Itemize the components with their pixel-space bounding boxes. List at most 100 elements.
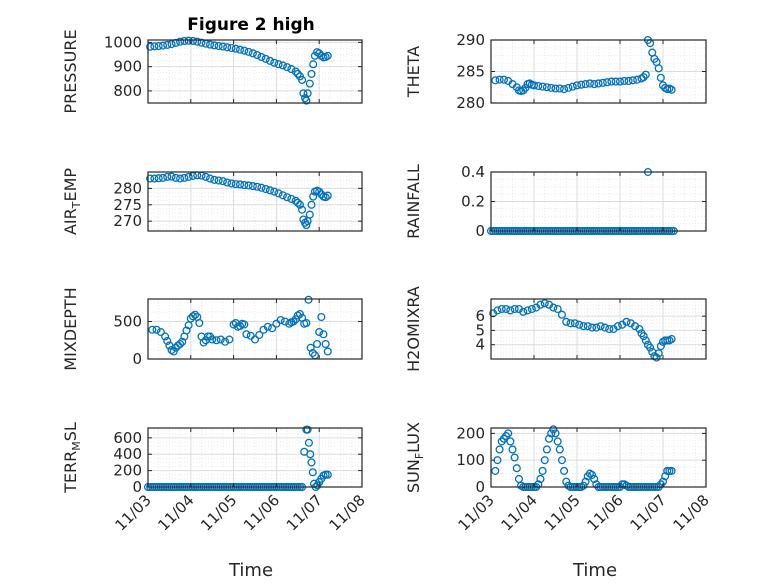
data-point-h2omixra [587, 323, 597, 332]
data-point-theta [542, 83, 551, 92]
data-point-h2omixra [497, 304, 506, 314]
data-point-mixdepth [220, 337, 230, 346]
data-point-pressure [305, 79, 314, 88]
data-point-mixdepth [208, 335, 217, 344]
data-point-pressure [235, 45, 245, 54]
data-point-mixdepth [317, 312, 326, 322]
data-point-air_temp [214, 176, 223, 185]
data-point-h2omixra [622, 317, 631, 326]
data-point-pressure [163, 40, 172, 49]
data-point-pressure [184, 36, 193, 45]
panel-rainfall: 0 0.2 0.4 RAINFALL [404, 163, 707, 240]
data-point-air_temp [158, 173, 168, 182]
panel-pressure: 800 900 1000 PRESSURE [61, 29, 363, 114]
data-point-air_temp [180, 173, 189, 182]
data-point-sun_flux [506, 437, 515, 446]
data-point-sun_flux [579, 481, 588, 490]
x-axis-label-right: Time [572, 560, 617, 581]
axes-box [490, 427, 707, 488]
data-point-air_temp [283, 193, 292, 202]
data-point-air_temp [227, 179, 236, 188]
y-tick-label: 285 [456, 63, 485, 81]
data-point-sun_flux [512, 464, 521, 473]
y-tick-label: 200 [113, 462, 142, 480]
data-point-theta [615, 77, 625, 86]
data-point-air_temp [305, 210, 314, 219]
data-point-theta [538, 82, 547, 91]
data-point-theta [611, 77, 620, 86]
y-tick-label: 5 [475, 321, 485, 339]
y-axis-label-rainfall: RAINFALL [404, 164, 423, 239]
data-point-sun_flux [544, 434, 554, 443]
data-point-pressure [231, 44, 240, 53]
data-point-sun_flux [555, 445, 564, 454]
data-point-terr_msl [308, 468, 317, 477]
data-point-sun_flux [587, 470, 597, 479]
data-point-mixdepth [199, 338, 208, 347]
data-point-sun_flux [542, 445, 551, 454]
data-point-sun_flux [562, 477, 571, 486]
data-point-pressure [158, 41, 168, 50]
y-tick-label: 280 [456, 94, 485, 112]
data-point-pressure [283, 63, 292, 72]
data-point-mixdepth [313, 339, 322, 349]
data-point-theta [656, 73, 665, 82]
data-point-mixdepth [191, 310, 200, 319]
data-point-mixdepth [152, 325, 161, 334]
plot-area [148, 428, 362, 487]
data-point-h2omixra [549, 303, 558, 312]
data-point-mixdepth [216, 335, 225, 344]
data-point-pressure [323, 51, 332, 60]
data-point-pressure [274, 60, 283, 69]
data-point-mixdepth [235, 321, 245, 331]
data-point-mixdepth [321, 339, 330, 349]
axes-box [147, 427, 363, 488]
data-point-pressure [240, 46, 249, 55]
data-point-air_temp [323, 191, 332, 200]
data-point-mixdepth [182, 326, 191, 335]
data-point-sun_flux [510, 453, 519, 462]
data-point-mixdepth [225, 335, 234, 344]
data-point-air_temp [231, 180, 240, 189]
data-point-air_temp [261, 184, 270, 194]
data-point-air_temp [206, 174, 215, 183]
data-point-mixdepth [255, 330, 264, 340]
data-point-h2omixra [600, 323, 609, 332]
data-point-mixdepth [306, 343, 315, 352]
data-point-pressure [150, 42, 159, 51]
data-point-h2omixra [583, 322, 592, 331]
data-point-air_temp [184, 172, 193, 181]
data-point-sun_flux [540, 456, 549, 465]
y-tick-label: 0.4 [461, 163, 485, 181]
data-point-h2omixra [575, 320, 584, 329]
data-point-h2omixra [527, 304, 536, 314]
data-point-pressure [188, 36, 197, 46]
data-point-theta [603, 78, 612, 87]
data-point-pressure [176, 37, 185, 46]
data-point-h2omixra [523, 306, 532, 315]
data-point-terr_msl [303, 425, 312, 434]
data-point-air_temp [240, 181, 249, 190]
data-point-theta [568, 82, 577, 91]
data-point-pressure [298, 75, 307, 85]
data-point-mixdepth [242, 330, 251, 339]
data-point-air_temp [253, 182, 262, 191]
data-point-mixdepth [263, 322, 272, 331]
data-point-h2omixra [506, 306, 515, 315]
data-point-h2omixra [646, 343, 655, 352]
data-point-theta [641, 70, 650, 79]
panel-h2omixra: 456 H2OMIXRA [404, 286, 707, 372]
data-point-pressure [265, 56, 275, 65]
data-point-h2omixra [635, 324, 644, 334]
data-point-air_temp [150, 174, 159, 183]
data-point-air_temp [270, 187, 279, 196]
data-point-air_temp [201, 172, 210, 181]
data-point-sun_flux [508, 445, 517, 454]
data-point-theta [519, 86, 528, 95]
data-point-pressure [278, 61, 287, 70]
axes-box [147, 298, 363, 360]
data-point-pressure [193, 37, 202, 46]
y-tick-label: 290 [456, 31, 485, 49]
